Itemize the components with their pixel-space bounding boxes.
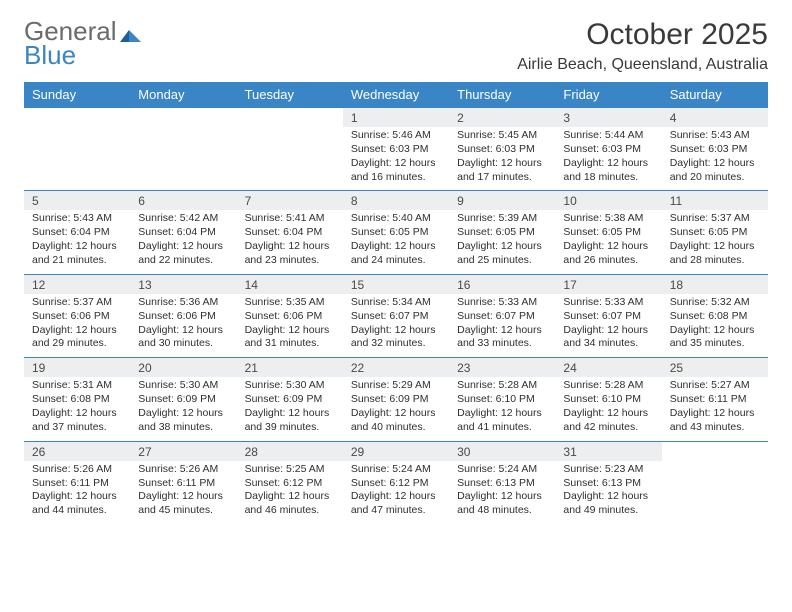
weekday-header: Saturday	[662, 82, 768, 108]
day-details: Sunrise: 5:44 AMSunset: 6:03 PMDaylight:…	[555, 127, 661, 190]
month-title: October 2025	[517, 18, 768, 52]
day-number: 17	[555, 275, 661, 294]
day-number: 3	[555, 108, 661, 127]
day-number: 6	[130, 191, 236, 210]
location: Airlie Beach, Queensland, Australia	[517, 56, 768, 74]
weekday-header: Thursday	[449, 82, 555, 108]
day-number: 16	[449, 275, 555, 294]
day-details: Sunrise: 5:33 AMSunset: 6:07 PMDaylight:…	[555, 294, 661, 357]
day-number: 14	[237, 275, 343, 294]
day-details: Sunrise: 5:38 AMSunset: 6:05 PMDaylight:…	[555, 210, 661, 273]
day-details: Sunrise: 5:40 AMSunset: 6:05 PMDaylight:…	[343, 210, 449, 273]
day-number: 2	[449, 108, 555, 127]
day-details: Sunrise: 5:35 AMSunset: 6:06 PMDaylight:…	[237, 294, 343, 357]
title-block: October 2025 Airlie Beach, Queensland, A…	[517, 18, 768, 74]
weekday-header: Tuesday	[237, 82, 343, 108]
weekday-header: Wednesday	[343, 82, 449, 108]
day-number: 13	[130, 275, 236, 294]
day-number: 18	[662, 275, 768, 294]
day-details: Sunrise: 5:33 AMSunset: 6:07 PMDaylight:…	[449, 294, 555, 357]
day-details: Sunrise: 5:31 AMSunset: 6:08 PMDaylight:…	[24, 377, 130, 440]
day-number: 10	[555, 191, 661, 210]
day-number: 5	[24, 191, 130, 210]
day-number: 20	[130, 358, 236, 377]
day-details: Sunrise: 5:30 AMSunset: 6:09 PMDaylight:…	[237, 377, 343, 440]
day-details: Sunrise: 5:26 AMSunset: 6:11 PMDaylight:…	[130, 461, 236, 524]
calendar-header: SundayMondayTuesdayWednesdayThursdayFrid…	[24, 82, 768, 108]
weekday-header: Monday	[130, 82, 236, 108]
day-details: Sunrise: 5:24 AMSunset: 6:13 PMDaylight:…	[449, 461, 555, 524]
day-number: 19	[24, 358, 130, 377]
day-details: Sunrise: 5:43 AMSunset: 6:04 PMDaylight:…	[24, 210, 130, 273]
day-details: Sunrise: 5:43 AMSunset: 6:03 PMDaylight:…	[662, 127, 768, 190]
calendar-body: 1234Sunrise: 5:46 AMSunset: 6:03 PMDayli…	[24, 108, 768, 525]
day-details: Sunrise: 5:30 AMSunset: 6:09 PMDaylight:…	[130, 377, 236, 440]
logo: GeneralBlue	[24, 18, 143, 68]
day-details: Sunrise: 5:45 AMSunset: 6:03 PMDaylight:…	[449, 127, 555, 190]
day-number: 30	[449, 442, 555, 461]
day-number: 15	[343, 275, 449, 294]
day-details: Sunrise: 5:34 AMSunset: 6:07 PMDaylight:…	[343, 294, 449, 357]
day-details: Sunrise: 5:25 AMSunset: 6:12 PMDaylight:…	[237, 461, 343, 524]
day-number: 4	[662, 108, 768, 127]
day-details: Sunrise: 5:28 AMSunset: 6:10 PMDaylight:…	[449, 377, 555, 440]
day-details: Sunrise: 5:27 AMSunset: 6:11 PMDaylight:…	[662, 377, 768, 440]
day-details: Sunrise: 5:41 AMSunset: 6:04 PMDaylight:…	[237, 210, 343, 273]
weekday-header: Friday	[555, 82, 661, 108]
day-number: 26	[24, 442, 130, 461]
day-details: Sunrise: 5:46 AMSunset: 6:03 PMDaylight:…	[343, 127, 449, 190]
day-details: Sunrise: 5:28 AMSunset: 6:10 PMDaylight:…	[555, 377, 661, 440]
day-number: 7	[237, 191, 343, 210]
day-details: Sunrise: 5:42 AMSunset: 6:04 PMDaylight:…	[130, 210, 236, 273]
day-details: Sunrise: 5:29 AMSunset: 6:09 PMDaylight:…	[343, 377, 449, 440]
day-details: Sunrise: 5:36 AMSunset: 6:06 PMDaylight:…	[130, 294, 236, 357]
day-number: 23	[449, 358, 555, 377]
day-details: Sunrise: 5:39 AMSunset: 6:05 PMDaylight:…	[449, 210, 555, 273]
calendar-table: SundayMondayTuesdayWednesdayThursdayFrid…	[24, 82, 768, 524]
day-number: 21	[237, 358, 343, 377]
day-details: Sunrise: 5:32 AMSunset: 6:08 PMDaylight:…	[662, 294, 768, 357]
day-number: 12	[24, 275, 130, 294]
day-number: 24	[555, 358, 661, 377]
day-details: Sunrise: 5:37 AMSunset: 6:05 PMDaylight:…	[662, 210, 768, 273]
day-number: 27	[130, 442, 236, 461]
day-details: Sunrise: 5:24 AMSunset: 6:12 PMDaylight:…	[343, 461, 449, 524]
page-header: GeneralBlue October 2025 Airlie Beach, Q…	[24, 18, 768, 74]
day-number: 31	[555, 442, 661, 461]
day-details: Sunrise: 5:26 AMSunset: 6:11 PMDaylight:…	[24, 461, 130, 524]
day-number: 25	[662, 358, 768, 377]
day-number: 28	[237, 442, 343, 461]
day-number: 1	[343, 108, 449, 127]
day-number: 11	[662, 191, 768, 210]
day-number: 8	[343, 191, 449, 210]
day-details: Sunrise: 5:37 AMSunset: 6:06 PMDaylight:…	[24, 294, 130, 357]
day-number: 9	[449, 191, 555, 210]
day-number: 29	[343, 442, 449, 461]
day-number: 22	[343, 358, 449, 377]
day-details: Sunrise: 5:23 AMSunset: 6:13 PMDaylight:…	[555, 461, 661, 524]
weekday-header: Sunday	[24, 82, 130, 108]
